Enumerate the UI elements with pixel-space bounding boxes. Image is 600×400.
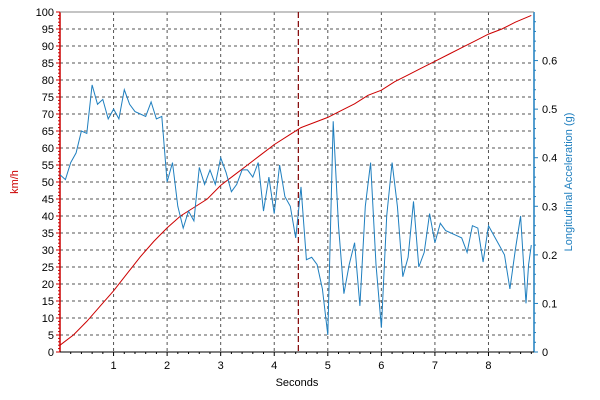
left-tick-label: 75: [42, 92, 54, 104]
speed-series-line: [59, 14, 532, 346]
left-tick-label: 0: [48, 347, 54, 359]
right-tick-label: 0.3: [542, 201, 557, 213]
gridlines: [60, 12, 534, 352]
left-tick-label: 60: [42, 143, 54, 155]
right-tick-label: 0.5: [542, 104, 557, 116]
left-tick-label: 45: [42, 194, 54, 206]
x-tick-label: 6: [378, 360, 384, 372]
left-tick-label: 80: [42, 75, 54, 87]
x-tick-label: 4: [271, 360, 277, 372]
left-tick-label: 95: [42, 24, 54, 36]
right-tick-label: 0.6: [542, 56, 557, 68]
x-tick-label: 5: [325, 360, 331, 372]
right-tick-label: 0: [542, 347, 548, 359]
left-tick-label: 55: [42, 160, 54, 172]
acceleration-series-line: [59, 84, 532, 336]
bottom-axis: 1 2 3 4 5 6 7 8: [60, 11, 534, 372]
left-tick-label: 85: [42, 58, 54, 70]
left-tick-label: 50: [42, 177, 54, 189]
right-tick-label: 0.4: [542, 153, 557, 165]
x-axis-title: Seconds: [276, 377, 319, 389]
left-tick-label: 5: [48, 330, 54, 342]
left-tick-label: 35: [42, 228, 54, 240]
right-tick-label: 0.1: [542, 298, 557, 310]
right-axis: 0 0.1 0.2 0.3 0.4 0.5 0.6: [533, 12, 557, 359]
left-tick-label: 90: [42, 41, 54, 53]
left-tick-label: 15: [42, 296, 54, 308]
x-tick-label: 7: [432, 360, 438, 372]
left-tick-label: 25: [42, 262, 54, 274]
left-tick-label: 10: [42, 313, 54, 325]
left-tick-label: 100: [36, 7, 54, 19]
x-tick-label: 2: [164, 360, 170, 372]
right-axis-title: Longitudinal Acceleration (g): [563, 113, 575, 252]
x-tick-label: 8: [485, 360, 491, 372]
left-tick-label: 65: [42, 126, 54, 138]
right-tick-label: 0.2: [542, 250, 557, 262]
left-tick-label: 70: [42, 109, 54, 121]
left-tick-label: 20: [42, 279, 54, 291]
x-tick-label: 3: [218, 360, 224, 372]
left-tick-label: 40: [42, 211, 54, 223]
left-tick-label: 30: [42, 245, 54, 257]
x-tick-label: 1: [110, 360, 116, 372]
left-axis: 0 5 10 15 20 25 30 35 40 45 50 55 60 65 70 75 80 85 90 95 10…: [36, 7, 61, 359]
left-axis-title: km/h: [9, 170, 21, 194]
